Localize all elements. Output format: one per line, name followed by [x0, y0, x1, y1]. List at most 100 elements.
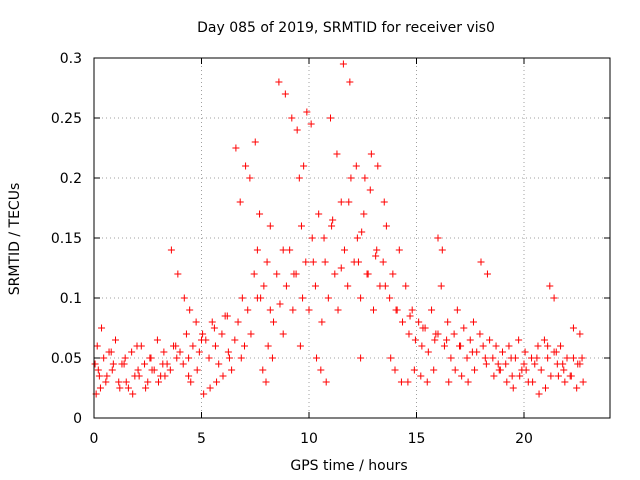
data-point: [334, 306, 342, 314]
data-point: [569, 354, 577, 362]
data-point: [107, 348, 115, 356]
data-point: [215, 360, 223, 368]
data-point: [93, 342, 101, 350]
data-point: [186, 306, 194, 314]
data-point: [569, 324, 577, 332]
data-point: [370, 306, 377, 314]
data-point: [458, 372, 466, 380]
data-point: [404, 378, 412, 386]
data-point: [477, 258, 485, 266]
data-point: [373, 246, 381, 254]
data-point: [494, 360, 502, 368]
data-point: [208, 318, 216, 326]
data-point: [206, 384, 214, 392]
data-point: [234, 318, 242, 326]
data-point: [406, 312, 414, 320]
data-point: [308, 234, 316, 242]
y-tick-label: 0.1: [60, 291, 82, 307]
data-point: [339, 60, 347, 68]
y-tick-label: 0: [73, 411, 82, 427]
data-point: [322, 378, 330, 386]
data-point: [328, 222, 336, 230]
data-point: [492, 342, 500, 350]
y-tick-label: 0.25: [51, 111, 82, 127]
data-point: [559, 360, 567, 368]
data-point: [174, 270, 182, 278]
data-point: [533, 354, 541, 362]
data-point: [417, 372, 425, 380]
data-point: [471, 366, 479, 374]
data-point: [148, 366, 156, 374]
data-point: [542, 384, 549, 392]
data-point: [266, 306, 274, 314]
data-point: [141, 360, 149, 368]
data-point: [224, 348, 232, 356]
data-point: [161, 372, 169, 380]
data-point: [466, 336, 474, 344]
x-tick-label: 15: [408, 431, 426, 447]
data-point: [281, 90, 289, 98]
data-point: [102, 378, 110, 386]
data-point: [315, 210, 323, 218]
data-point: [428, 306, 436, 314]
data-point: [223, 312, 231, 320]
data-point: [247, 330, 255, 338]
data-point: [499, 348, 506, 356]
data-point: [120, 360, 128, 368]
data-point: [276, 300, 284, 308]
data-point: [440, 342, 448, 350]
data-point: [263, 258, 271, 266]
data-point: [344, 282, 352, 290]
data-point: [289, 306, 297, 314]
data-point: [218, 330, 226, 338]
data-point: [547, 372, 555, 380]
data-point: [327, 114, 334, 122]
data-point: [469, 318, 477, 326]
data-point: [122, 378, 130, 386]
data-point: [423, 378, 431, 386]
data-point: [364, 270, 372, 278]
data-point: [544, 354, 552, 362]
data-point: [250, 270, 258, 278]
data-point: [451, 366, 459, 374]
data-point: [112, 336, 119, 344]
data-point: [482, 360, 490, 368]
data-point: [182, 330, 190, 338]
data-point: [270, 318, 278, 326]
data-point: [358, 228, 366, 236]
data-point: [251, 138, 259, 146]
data-point: [379, 258, 387, 266]
data-point: [205, 354, 213, 362]
data-point: [299, 294, 307, 302]
data-point: [402, 282, 410, 290]
y-tick-label: 0.15: [51, 231, 82, 247]
data-point: [321, 258, 329, 266]
data-point: [98, 324, 106, 332]
data-point: [552, 348, 560, 356]
chart-title: Day 085 of 2019, SRMTID for receiver vis…: [197, 20, 495, 36]
data-point: [561, 378, 569, 386]
data-point: [509, 384, 517, 392]
data-point: [232, 144, 240, 152]
data-point: [160, 348, 168, 356]
data-point: [238, 294, 246, 302]
data-point: [173, 354, 181, 362]
data-point: [573, 384, 581, 392]
data-point: [557, 342, 565, 350]
data-point: [333, 150, 341, 158]
data-point: [288, 114, 296, 122]
data-point: [244, 306, 252, 314]
data-point: [354, 258, 362, 266]
data-point: [307, 120, 315, 128]
data-point: [279, 330, 287, 338]
data-point: [264, 342, 272, 350]
data-point: [424, 348, 432, 356]
data-point: [268, 354, 276, 362]
data-point: [286, 246, 294, 254]
data-point: [395, 246, 403, 254]
data-point: [576, 360, 584, 368]
data-point: [337, 264, 345, 272]
data-point: [529, 378, 537, 386]
data-point: [490, 372, 498, 380]
data-point: [505, 342, 513, 350]
